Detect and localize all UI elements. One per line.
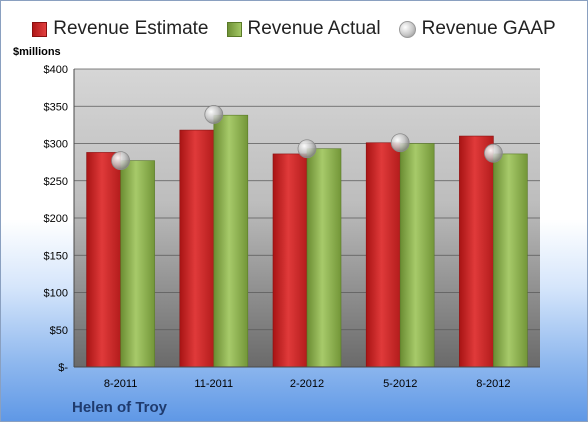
y-tick-label: $200 xyxy=(44,213,68,225)
gaap-marker-icon xyxy=(398,20,416,38)
estimate-bar xyxy=(459,135,494,368)
x-tick-label: 8-2011 xyxy=(104,378,137,390)
actual-bar xyxy=(493,153,528,368)
legend-item-estimate: Revenue Estimate xyxy=(32,18,209,40)
gaap-marker xyxy=(204,105,224,124)
actual-bar xyxy=(120,160,155,368)
y-tick-label: $350 xyxy=(44,101,68,113)
x-tick-label: 2-2012 xyxy=(290,378,324,390)
estimate-bar xyxy=(272,153,308,368)
y-tick-label: $400 xyxy=(44,64,68,76)
x-tick-label: 5-2012 xyxy=(383,378,417,390)
estimate-bar xyxy=(365,142,401,368)
legend-item-actual: Revenue Actual xyxy=(226,18,381,40)
y-tick-label: $250 xyxy=(44,176,68,188)
y-tick-label: $300 xyxy=(44,139,68,151)
actual-bar xyxy=(306,148,342,368)
actual-bar xyxy=(399,143,435,368)
legend-item-gaap: Revenue GAAP xyxy=(398,18,556,40)
y-tick-label: $150 xyxy=(44,250,68,262)
legend-label-estimate: Revenue Estimate xyxy=(53,18,209,39)
actual-bar xyxy=(213,114,249,368)
estimate-bar xyxy=(179,129,215,368)
legend: Revenue Estimate Revenue Actual Revenue … xyxy=(1,15,587,43)
legend-label-gaap: Revenue GAAP xyxy=(421,18,556,39)
estimate-bar xyxy=(86,152,121,368)
y-tick-label: $- xyxy=(58,362,68,374)
actual-swatch-icon xyxy=(226,21,242,37)
estimate-swatch-icon xyxy=(32,21,48,37)
y-tick-label: $100 xyxy=(44,288,68,300)
company-name: Helen of Troy xyxy=(72,399,168,416)
y-tick-label: $50 xyxy=(50,325,68,337)
legend-label-actual: Revenue Actual xyxy=(247,18,381,39)
x-tick-label: 8-2012 xyxy=(476,378,510,390)
gaap-marker xyxy=(297,139,317,159)
gaap-marker xyxy=(390,133,410,153)
y-axis-unit-label: $millions xyxy=(13,46,61,58)
gaap-marker xyxy=(111,151,130,171)
gaap-marker xyxy=(483,143,503,163)
x-tick-label: 11-2011 xyxy=(194,378,233,390)
